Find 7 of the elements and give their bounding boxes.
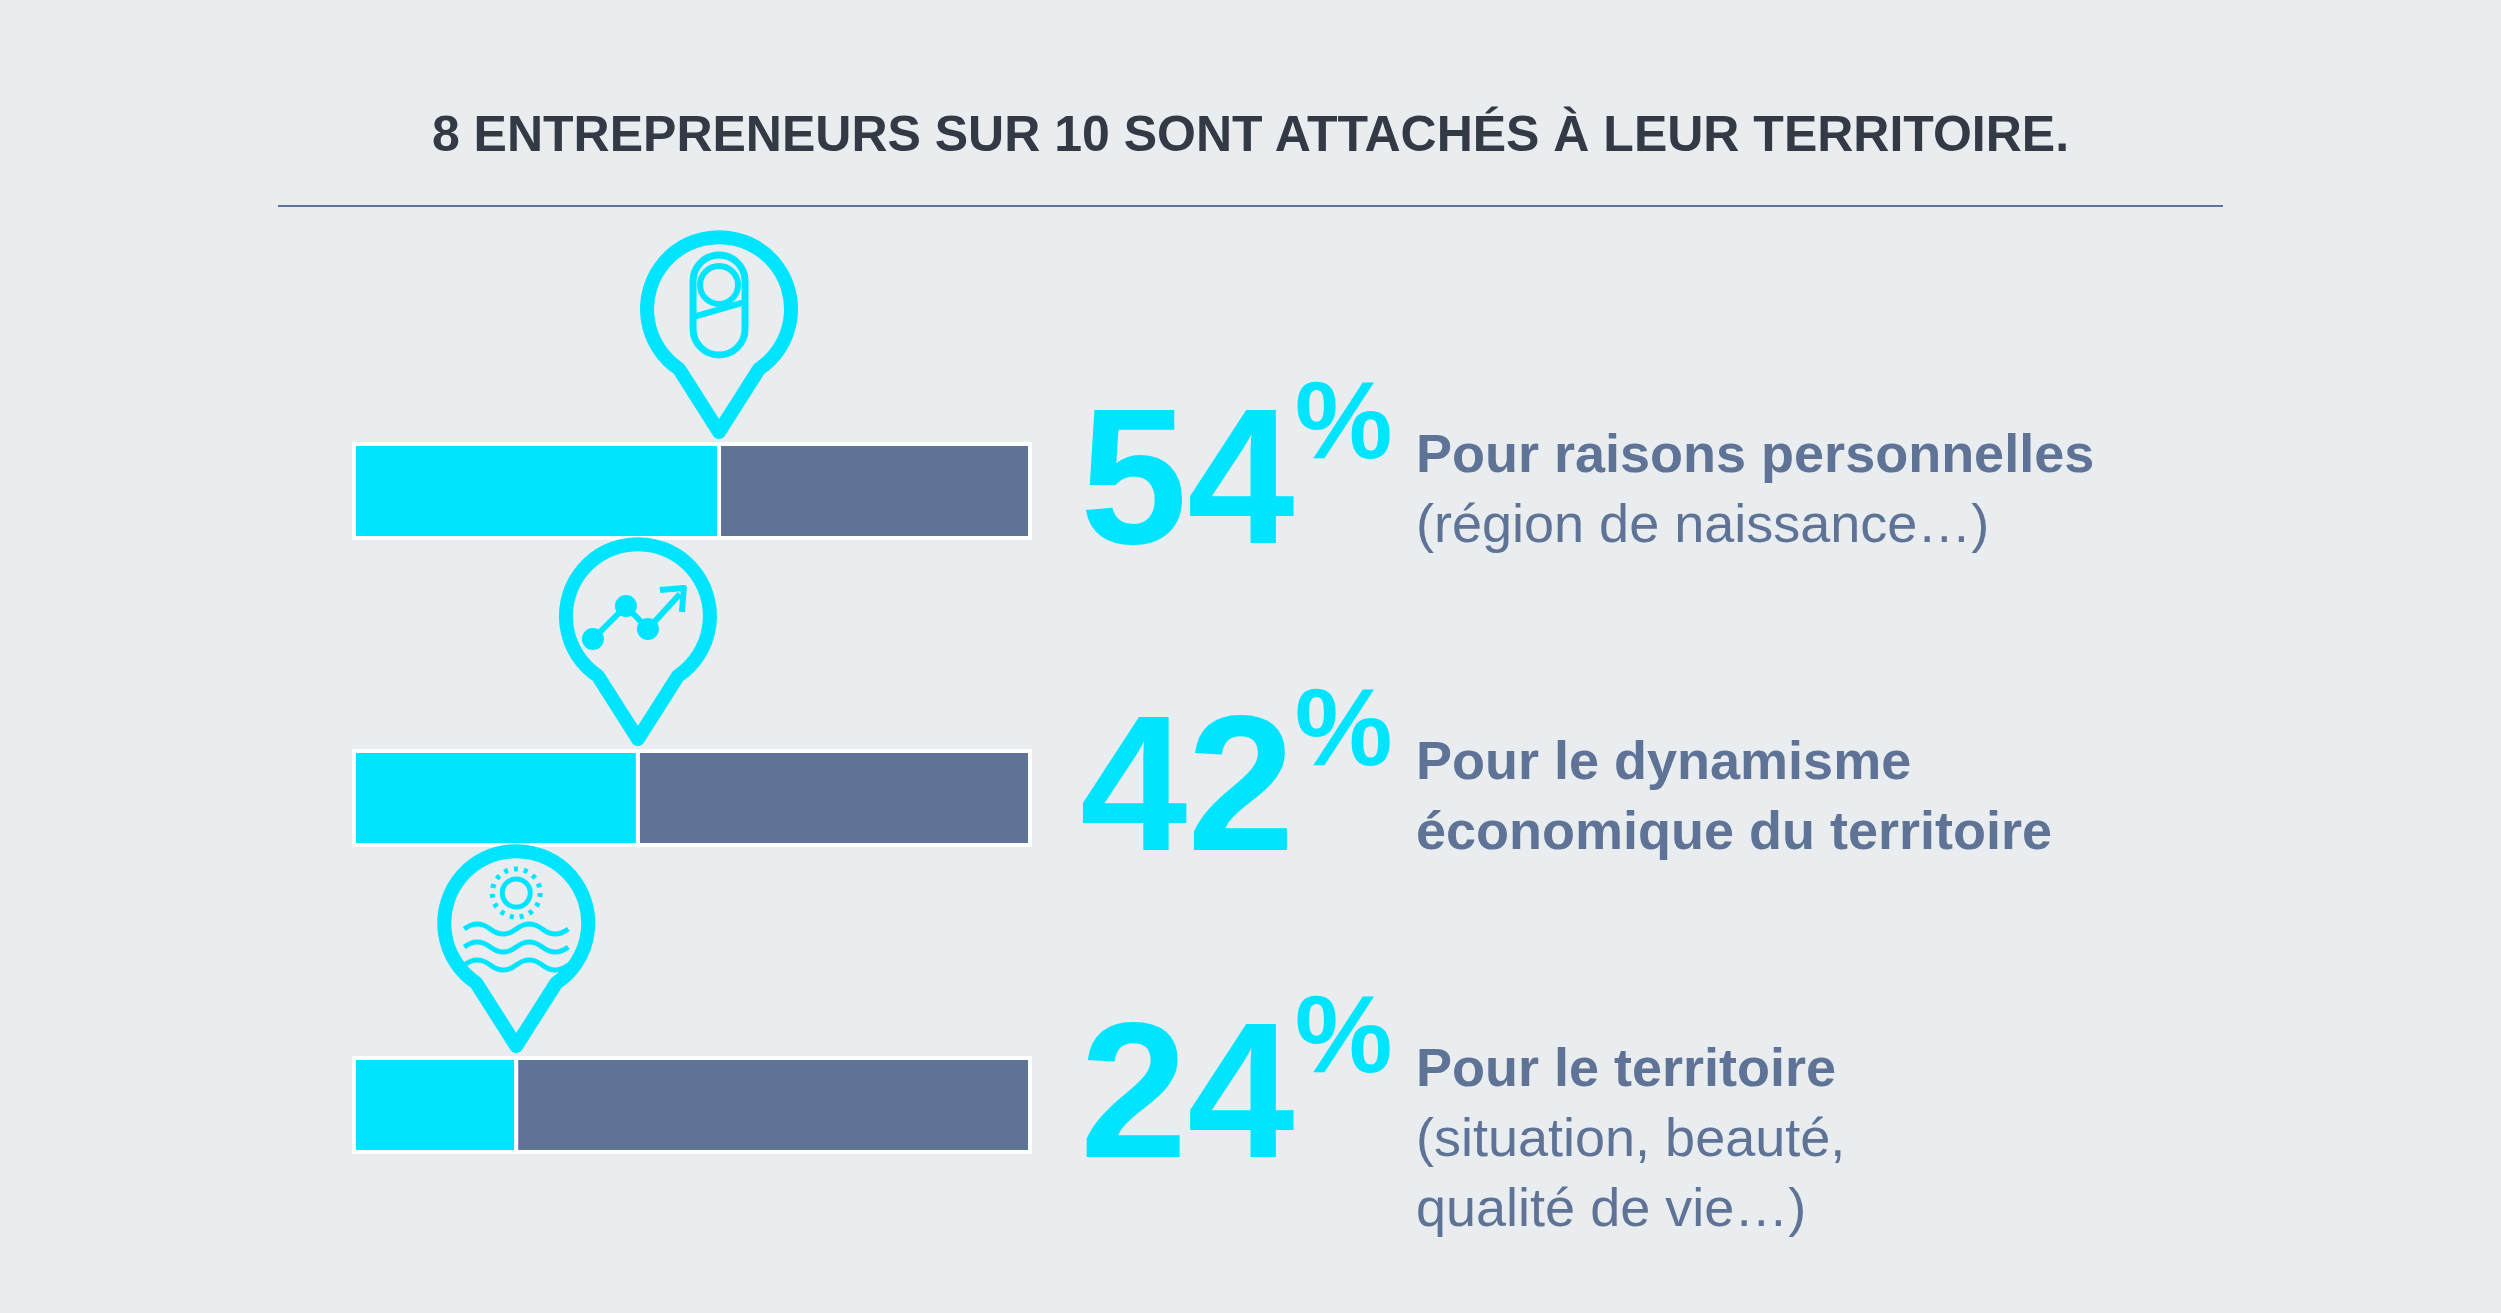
text: 8 ENTREPRENEURS SUR 10 SONT ATTACHÉS À LEUR TERRITOIRE. <box>430 105 2071 163</box>
y-tick-label: Pour raisons personnelles (région de naissance…) <box>1416 422 2095 553</box>
data-label: 24$^{%}$ <box>1080 972 1393 1198</box>
y-tick-label: Pour le dynamisme économique du territoire <box>1416 729 2053 860</box>
data-label: 54$^{%}$ <box>1080 358 1393 584</box>
y-tick-label: Pour le territoire (situation, beauté, qualité de vie…) <box>1416 1036 1846 1237</box>
data-label: 42$^{%}$ <box>1080 665 1393 891</box>
